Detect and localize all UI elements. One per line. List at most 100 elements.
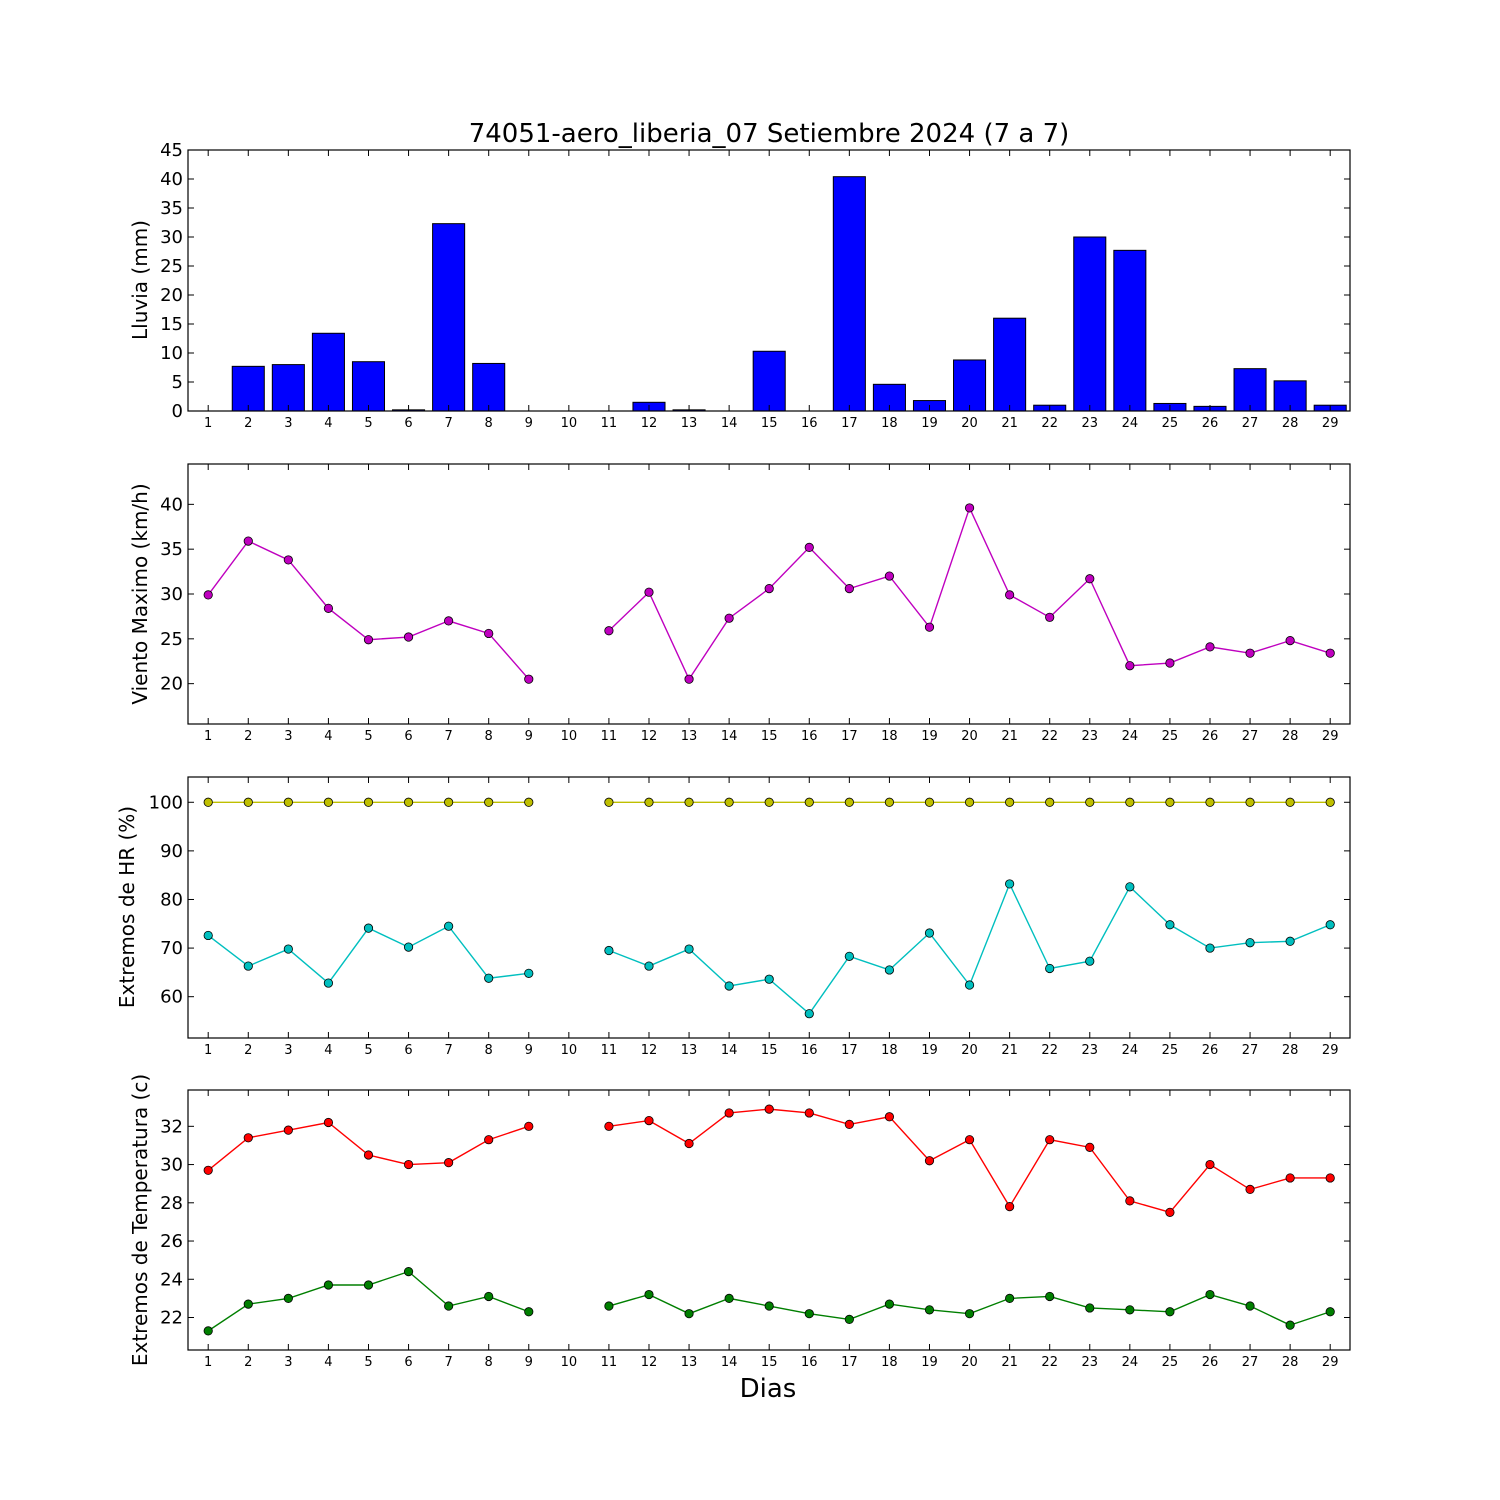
wind-y-tick-label: 25 xyxy=(160,629,183,650)
rain-x-ticks: 1 2 3 4 5 6 7 8 9 10 11 12 13 14 15 16 17 18 19 20 21 22 23 24 2… xyxy=(204,150,1338,431)
temperature-x-tick-label: 5 xyxy=(364,1355,372,1370)
temperature-x-tick-label: 18 xyxy=(881,1355,898,1370)
temperature-x-tick-label: 3 xyxy=(284,1355,292,1370)
temperature-x-tick-label: 26 xyxy=(1202,1355,1219,1370)
wind-x-tick-label: 15 xyxy=(761,729,778,744)
wind-series-1-point xyxy=(1205,642,1215,652)
humidity-series-1-point xyxy=(1245,797,1255,807)
rain-y-tick-label: 20 xyxy=(160,285,183,306)
humidity-x-tick-label: 13 xyxy=(681,1043,698,1058)
rain-bar xyxy=(1233,368,1267,412)
humidity-series-2-point xyxy=(844,951,854,961)
humidity-series-1-point xyxy=(444,797,454,807)
wind-series-1-point xyxy=(804,542,814,552)
temperature-x-tick-label: 16 xyxy=(801,1355,818,1370)
temperature-x-tick-label: 10 xyxy=(561,1355,578,1370)
humidity-series-1-point xyxy=(604,797,614,807)
temperature-series-1-point xyxy=(1285,1173,1295,1183)
wind-x-tick-label: 29 xyxy=(1322,729,1339,744)
humidity-series-2-point xyxy=(1165,920,1175,930)
wind-series-1-point xyxy=(323,603,334,613)
rain-y-tick-label: 5 xyxy=(172,372,183,393)
rain-x-tick-label: 1 xyxy=(204,416,212,431)
temperature-series-2-point xyxy=(644,1289,654,1300)
temperature-y-axis-label: Extremos de Temperatura (c) xyxy=(128,1074,152,1366)
humidity-series-2-point xyxy=(604,945,614,956)
humidity-series-1-point xyxy=(1325,797,1335,807)
rain-x-tick-label: 23 xyxy=(1081,416,1098,431)
humidity-x-tick-label: 21 xyxy=(1001,1043,1018,1058)
temperature-x-ticks: 1 2 3 4 5 6 7 8 9 10 11 12 13 14 15 16 17 18 19 20 21 22 23 24 2… xyxy=(204,1090,1338,1370)
wind-series-1-point xyxy=(283,555,293,565)
humidity-x-tick-label: 23 xyxy=(1081,1043,1098,1058)
wind-x-tick-label: 9 xyxy=(525,729,533,744)
rain-x-tick-label: 29 xyxy=(1322,416,1339,431)
temperature-series-2-point xyxy=(1045,1291,1055,1302)
temperature-x-tick-label: 6 xyxy=(404,1355,412,1370)
humidity-series-2-point xyxy=(804,1009,814,1019)
wind-axes-frame xyxy=(187,463,1351,725)
temperature-x-tick-label: 11 xyxy=(601,1355,618,1370)
rain-x-tick-label: 21 xyxy=(1001,416,1018,431)
humidity-x-ticks: 1 2 3 4 5 6 7 8 9 10 11 12 13 14 15 16 17 18 19 20 21 22 23 24 2… xyxy=(204,777,1338,1058)
humidity-x-tick-label: 12 xyxy=(641,1043,658,1058)
temperature-series-2-point xyxy=(1245,1301,1255,1311)
temperature-series-2-point xyxy=(724,1293,734,1303)
temperature-series-1-point xyxy=(1245,1184,1255,1195)
rain-x-tick-label: 9 xyxy=(525,416,533,431)
temperature-y-ticks: 22 24 26 28 30 32 xyxy=(160,1116,1350,1329)
humidity-x-tick-label: 19 xyxy=(921,1043,938,1058)
humidity-series-1-point xyxy=(724,797,734,807)
temperature-x-tick-label: 25 xyxy=(1162,1355,1179,1370)
humidity-series-2-point xyxy=(964,980,975,990)
temperature-series-1-point xyxy=(604,1121,614,1131)
humidity-series-2-point xyxy=(403,942,414,952)
humidity-y-tick-label: 70 xyxy=(160,938,183,959)
rain-bar xyxy=(1073,236,1107,412)
temperature-series-2-point xyxy=(1325,1307,1335,1317)
wind-series-1-point xyxy=(1285,636,1295,646)
wind-x-tick-label: 10 xyxy=(561,729,578,744)
temperature-y-tick-label: 22 xyxy=(160,1308,183,1329)
humidity-x-tick-label: 6 xyxy=(404,1043,412,1058)
temperature-series-2-point xyxy=(884,1299,895,1309)
humidity-y-tick-label: 60 xyxy=(160,987,183,1008)
humidity-y-tick-label: 90 xyxy=(160,841,183,862)
rain-x-tick-label: 20 xyxy=(961,416,978,431)
humidity-series-2-point xyxy=(1125,882,1135,892)
temperature-series-2-point xyxy=(1125,1305,1135,1315)
rain-bar xyxy=(953,359,987,412)
rain-x-tick-label: 18 xyxy=(881,416,898,431)
temperature-series-2-point xyxy=(1165,1307,1175,1317)
wind-series-1-point xyxy=(484,628,494,639)
humidity-y-ticks: 60 70 80 90 100 xyxy=(149,792,1350,1008)
wind-y-axis-label: Viento Maximo (km/h) xyxy=(128,483,152,704)
rain-bar xyxy=(472,362,506,412)
wind-series-1-point xyxy=(1125,661,1135,671)
wind-x-tick-label: 25 xyxy=(1162,729,1179,744)
rain-x-tick-label: 10 xyxy=(561,416,578,431)
temperature-series-2-point xyxy=(1285,1320,1295,1330)
humidity-series-2-point xyxy=(243,961,253,971)
rain-x-tick-label: 14 xyxy=(721,416,738,431)
humidity-series-1-point xyxy=(964,797,975,807)
wind-series-1-point xyxy=(924,622,935,632)
rain-bar xyxy=(832,176,866,412)
humidity-y-axis-label: Extremos de HR (%) xyxy=(115,806,139,1008)
humidity-series-1-point xyxy=(884,797,895,807)
rain-bars xyxy=(231,176,1347,412)
temperature-x-tick-label: 23 xyxy=(1081,1355,1098,1370)
temperature-series-1-point xyxy=(323,1117,334,1128)
temperature-series-1-point xyxy=(1125,1196,1135,1206)
humidity-x-tick-label: 8 xyxy=(485,1043,493,1058)
humidity-series-1-point xyxy=(524,797,534,807)
humidity-x-tick-label: 2 xyxy=(244,1043,252,1058)
temperature-y-tick-label: 26 xyxy=(160,1231,183,1252)
temperature-series-2-point xyxy=(323,1280,334,1290)
wind-series-1-point xyxy=(964,503,975,513)
temperature-y-tick-label: 32 xyxy=(160,1116,183,1137)
humidity-series-2-point xyxy=(1045,963,1055,974)
